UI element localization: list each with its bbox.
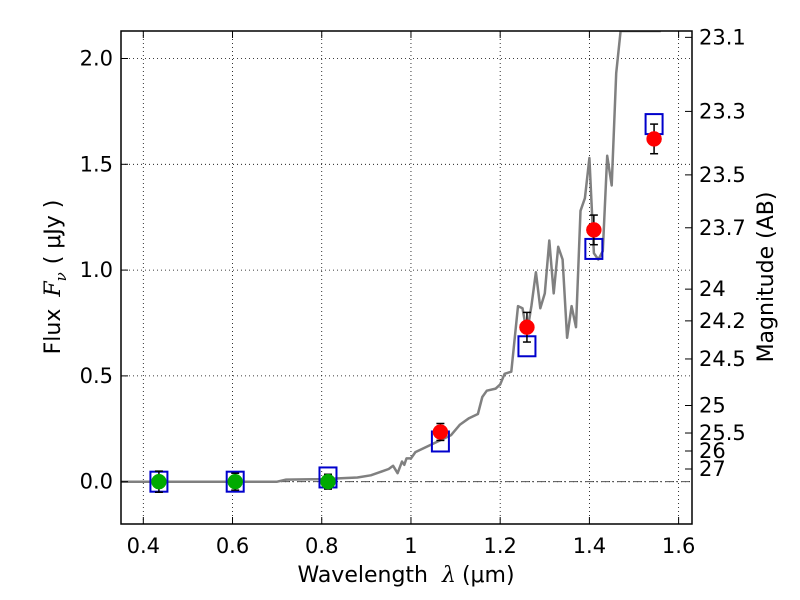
y-tick-label: 0.0 — [80, 470, 113, 494]
plot-area — [121, 31, 664, 494]
nondetection-point — [320, 473, 336, 490]
x-axis-symbol: λ — [441, 563, 456, 588]
detection-point — [519, 319, 535, 335]
y-axis-label-text: Flux — [41, 309, 66, 355]
nondetection-point — [151, 473, 167, 490]
y-tick-label: 1.5 — [80, 152, 113, 176]
x-axis-unit: (μm) — [462, 563, 515, 588]
sed-model-line — [121, 31, 661, 483]
x-tick-label: 1.4 — [573, 534, 606, 558]
x-tick-label: 1 — [404, 534, 417, 558]
x-tick-label: 0.6 — [216, 534, 249, 558]
right-tick-label: 25 — [699, 394, 726, 418]
right-tick-label: 23.5 — [699, 163, 746, 187]
model-photometry-square — [225, 470, 245, 493]
right-tick-label: 26 — [699, 439, 726, 463]
right-axis-label: Magnitude (AB) — [754, 192, 779, 363]
y-axis-unit: ( μJy ) — [41, 200, 66, 265]
y-tick-label: 1.0 — [80, 258, 113, 282]
right-tick-label: 27 — [699, 457, 726, 481]
y-tick-label: 2.0 — [80, 47, 113, 71]
plot-frame — [120, 30, 693, 525]
ticks: 0.4 0.6 0.8 1 1.2 1.4 1.6 0.0 0.5 1.0 1.5 2.0 23.1 23… — [80, 25, 746, 558]
right-tick-label: 25.5 — [699, 421, 746, 445]
right-tick-label: 24.2 — [699, 309, 746, 333]
detection-point — [586, 222, 602, 238]
right-tick-label: 23.3 — [699, 99, 746, 123]
x-tick-label: 0.8 — [305, 534, 338, 558]
y-axis-label: Flux Fν ( μJy ) — [41, 200, 70, 355]
right-tick-label: 23.7 — [699, 216, 746, 240]
y-axis-subscript: ν — [52, 272, 70, 281]
x-tick-label: 1.6 — [662, 534, 695, 558]
detection-point — [432, 424, 449, 440]
nondetection-point — [227, 473, 243, 490]
x-tick-label: 1.2 — [483, 534, 516, 558]
grid — [121, 31, 692, 524]
right-tick-label: 23.1 — [699, 25, 746, 49]
x-tick-label: 0.4 — [127, 534, 160, 558]
x-axis-label: Wavelength λ (μm) — [297, 563, 514, 588]
x-axis-label-text: Wavelength — [297, 563, 428, 588]
y-axis-symbol: F — [41, 281, 66, 298]
y-tick-label: 0.5 — [80, 364, 113, 388]
detection-point — [646, 131, 662, 147]
right-tick-label: 24.5 — [699, 347, 746, 371]
right-tick-label: 24 — [699, 277, 726, 301]
